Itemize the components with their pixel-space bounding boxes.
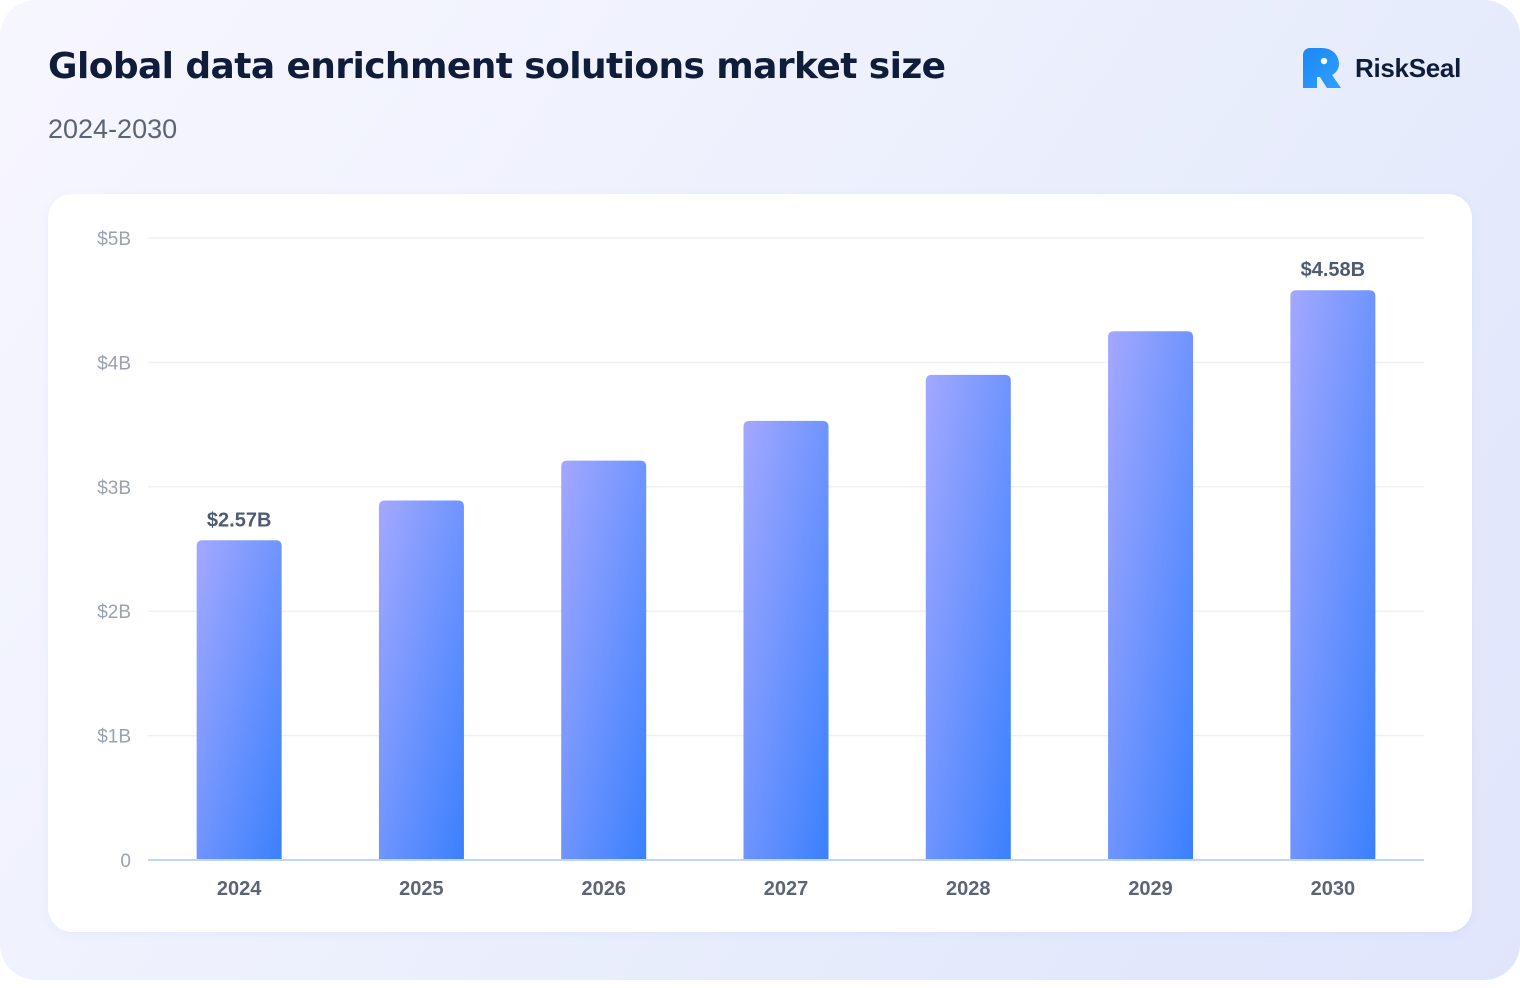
bar-2025 — [378, 500, 464, 860]
y-tick-label: $5B — [97, 229, 131, 250]
y-axis-ticks: 0 $1B $2B $3B $4B $5B — [97, 229, 131, 872]
x-tick-label: 2024 — [217, 878, 262, 900]
bar-2030 — [1290, 290, 1376, 860]
bar-2028 — [925, 374, 1011, 860]
x-tick-label: 2028 — [946, 878, 991, 900]
y-tick-label: $3B — [97, 478, 131, 499]
data-label: $2.57B — [207, 509, 272, 531]
x-tick-label: 2027 — [764, 878, 809, 900]
x-tick-label: 2029 — [1128, 878, 1173, 900]
y-tick-label: $2B — [97, 602, 131, 623]
bar-chart: 0$1B$2B$3B$4B$5B 2024 2025 2026 2027 2028 202… — [97, 229, 1424, 900]
bars — [196, 290, 1376, 860]
bar-2029 — [1108, 331, 1194, 860]
x-tick-label: 2030 — [1311, 878, 1356, 900]
x-axis-ticks: 2024 2025 2026 2027 2028 2029 2030 — [217, 878, 1355, 900]
data-label: $4.58B — [1301, 259, 1366, 281]
brand-name: RiskSeal — [1355, 52, 1462, 83]
chart-subtitle: 2024-2030 — [48, 114, 178, 144]
x-tick-label: 2025 — [399, 878, 444, 900]
y-tick-label: 0 — [120, 851, 131, 872]
bar-2024 — [196, 540, 282, 860]
data-labels: $2.57B $4.58B — [207, 259, 1365, 531]
bar-2027 — [743, 420, 829, 860]
chart-card: 0 $1B $2B $3B $4B $5B 2024 2025 2026 2027 2028 202… — [48, 194, 1472, 932]
x-tick-label: 2026 — [581, 878, 626, 900]
bar-2026 — [561, 460, 647, 860]
y-tick-label: $1B — [97, 727, 131, 748]
riskseal-logo-icon — [1303, 48, 1341, 88]
y-tick-label: $4B — [97, 353, 131, 374]
brand-logo: RiskSeal — [1302, 47, 1461, 89]
chart-title: Global data enrichment solutions market … — [48, 46, 946, 87]
